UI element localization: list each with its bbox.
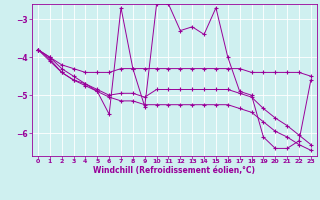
X-axis label: Windchill (Refroidissement éolien,°C): Windchill (Refroidissement éolien,°C) — [93, 166, 255, 175]
